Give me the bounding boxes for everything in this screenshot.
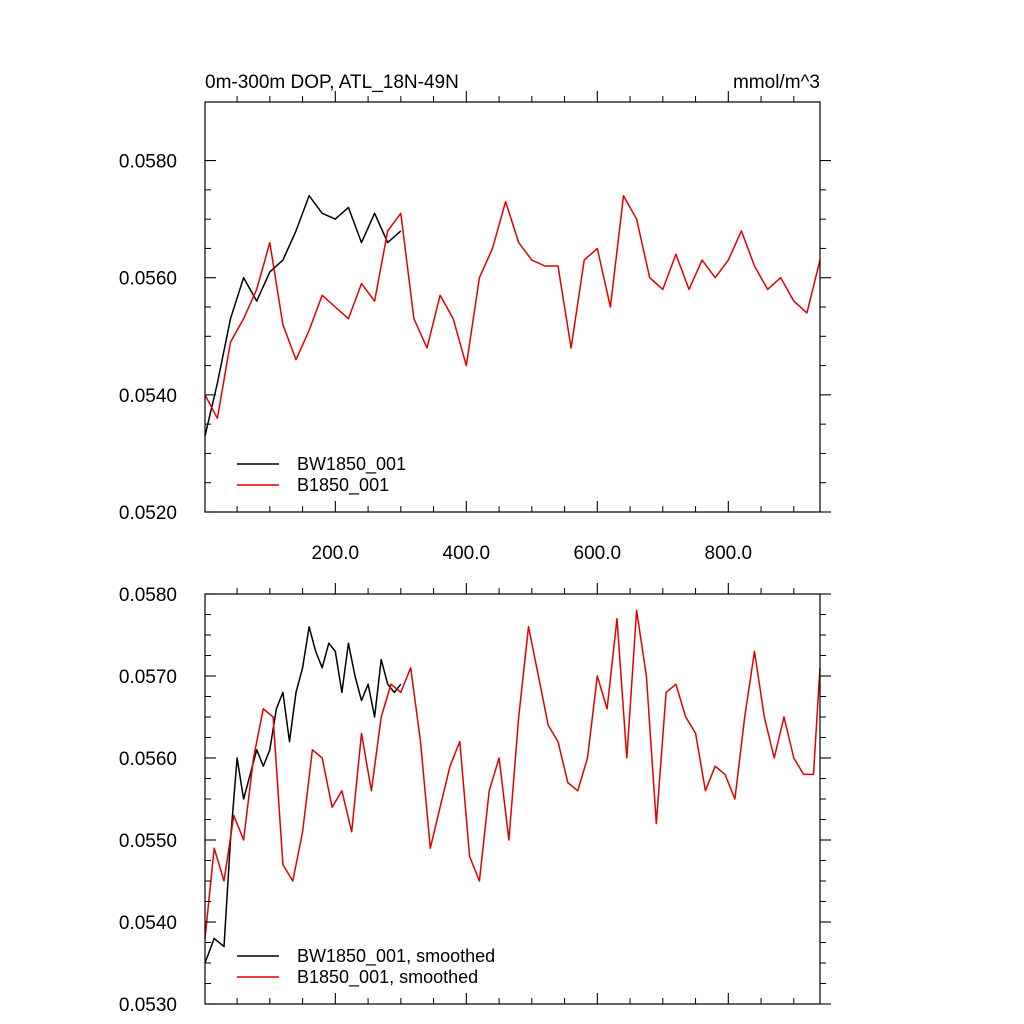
y-tick-label: 0.0580	[119, 152, 177, 173]
series-group	[204, 609, 821, 964]
y-tick-label: 0.0550	[119, 831, 177, 852]
series-line-2	[204, 609, 821, 939]
panel-bottom: 0.0530 0.0540 0.0550 0.0560 0.0570 0.0580 BW1…	[119, 583, 831, 1016]
y-tick-label: 0.0540	[119, 913, 177, 934]
series-line-1	[204, 194, 402, 437]
legend-label: B1850_001	[297, 475, 389, 496]
legend-label: BW1850_001, smoothed	[297, 946, 495, 967]
y-tick-label: 0.0520	[119, 503, 177, 524]
x-tick-label: 200.0	[312, 543, 360, 564]
series-line-2	[204, 194, 821, 420]
tick-group: 0.0530 0.0540 0.0550 0.0560 0.0570 0.0580	[119, 583, 831, 1016]
units-label: mmol/m^3	[733, 72, 820, 93]
x-tick-label: 400.0	[443, 543, 491, 564]
panel-top: 0m-300m DOP, ATL_18N-49N mmol/m^3 0.0520…	[119, 72, 831, 564]
plot-frame	[204, 101, 821, 513]
y-tick-label: 0.0560	[119, 749, 177, 770]
y-tick-label: 0.0580	[119, 585, 177, 606]
series-group	[204, 194, 821, 437]
chart-title: 0m-300m DOP, ATL_18N-49N	[205, 72, 459, 93]
x-tick-label: 800.0	[705, 543, 753, 564]
legend-label: BW1850_001	[297, 454, 406, 475]
tick-group: 0.0520 0.0540 0.0560 0.0580 200.0 400.0 600.0 8…	[119, 91, 831, 564]
x-tick-label: 600.0	[574, 543, 622, 564]
y-tick-label: 0.0560	[119, 269, 177, 290]
legend-label: B1850_001, smoothed	[297, 967, 478, 988]
series-line-1	[204, 626, 402, 964]
y-tick-label: 0.0570	[119, 667, 177, 688]
y-tick-label: 0.0530	[119, 995, 177, 1016]
y-tick-label: 0.0540	[119, 386, 177, 407]
